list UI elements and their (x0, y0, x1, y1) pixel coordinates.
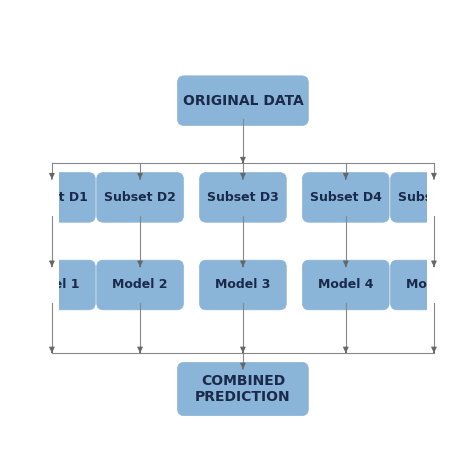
Text: Subset D3: Subset D3 (207, 191, 279, 204)
FancyBboxPatch shape (178, 362, 308, 416)
Text: Model 4: Model 4 (318, 279, 374, 292)
Text: Model 1: Model 1 (24, 279, 80, 292)
FancyBboxPatch shape (302, 173, 389, 222)
Text: Subset D5: Subset D5 (398, 191, 470, 204)
FancyBboxPatch shape (391, 173, 474, 222)
Text: Model 2: Model 2 (112, 279, 168, 292)
Text: Subset D1: Subset D1 (16, 191, 88, 204)
FancyBboxPatch shape (302, 260, 389, 310)
Text: Model 3: Model 3 (215, 279, 271, 292)
FancyBboxPatch shape (97, 260, 183, 310)
FancyBboxPatch shape (200, 173, 286, 222)
Text: Subset D2: Subset D2 (104, 191, 176, 204)
Text: Subset D4: Subset D4 (310, 191, 382, 204)
Text: COMBINED
PREDICTION: COMBINED PREDICTION (195, 374, 291, 404)
FancyBboxPatch shape (9, 260, 95, 310)
FancyBboxPatch shape (178, 76, 308, 126)
Text: Model 5: Model 5 (406, 279, 462, 292)
Text: ORIGINAL DATA: ORIGINAL DATA (182, 94, 303, 108)
FancyBboxPatch shape (9, 173, 95, 222)
FancyBboxPatch shape (200, 260, 286, 310)
FancyBboxPatch shape (97, 173, 183, 222)
FancyBboxPatch shape (391, 260, 474, 310)
